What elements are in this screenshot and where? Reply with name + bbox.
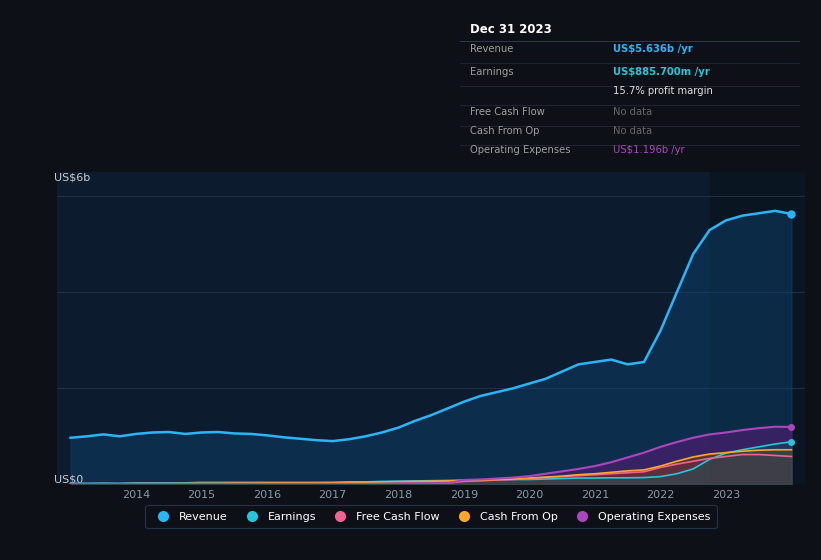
- Text: No data: No data: [613, 126, 652, 136]
- Text: Operating Expenses: Operating Expenses: [470, 145, 571, 155]
- Text: Dec 31 2023: Dec 31 2023: [470, 23, 552, 36]
- Text: US$5.636b /yr: US$5.636b /yr: [613, 44, 693, 54]
- Bar: [709, 172, 805, 484]
- Text: Cash From Op: Cash From Op: [470, 126, 539, 136]
- Text: US$1.196b /yr: US$1.196b /yr: [613, 145, 685, 155]
- Legend: Revenue, Earnings, Free Cash Flow, Cash From Op, Operating Expenses: Revenue, Earnings, Free Cash Flow, Cash …: [145, 505, 717, 528]
- Text: Revenue: Revenue: [470, 44, 513, 54]
- Text: US$0: US$0: [53, 474, 83, 484]
- Text: US$885.700m /yr: US$885.700m /yr: [613, 67, 710, 77]
- Text: US$6b: US$6b: [53, 172, 90, 183]
- Text: Free Cash Flow: Free Cash Flow: [470, 107, 544, 117]
- Text: No data: No data: [613, 107, 652, 117]
- Text: 15.7% profit margin: 15.7% profit margin: [613, 86, 713, 96]
- Text: Earnings: Earnings: [470, 67, 514, 77]
